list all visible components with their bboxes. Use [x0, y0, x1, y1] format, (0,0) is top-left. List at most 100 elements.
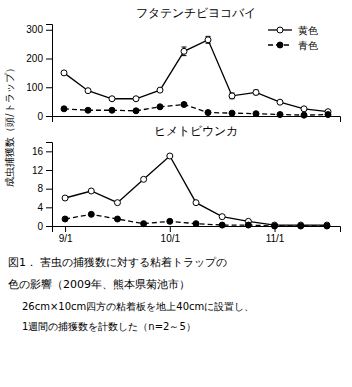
- y-tick-label: 12: [32, 165, 44, 176]
- point: [205, 37, 211, 43]
- point: [62, 216, 68, 222]
- title: フタテンチビヨコバイ: [136, 6, 256, 20]
- y-tick-mark: [46, 170, 52, 171]
- y-tick: 0: [37, 221, 52, 232]
- point: [167, 153, 173, 159]
- y-tick-label: 0: [37, 111, 43, 122]
- y-tick-mark: [46, 189, 52, 190]
- x-tick-label: 9/1: [59, 233, 73, 244]
- point: [219, 214, 225, 220]
- legend: 黄色青色: [268, 25, 318, 51]
- y-tick-label: 100: [26, 82, 43, 93]
- y-tick: 16: [32, 146, 52, 157]
- y-tick-mark: [46, 59, 52, 60]
- y-tick-label: 4: [37, 202, 43, 213]
- point: [301, 112, 307, 118]
- point: [157, 104, 163, 110]
- y-tick: 12: [32, 165, 52, 176]
- annotation: 図1． 害虫の捕獲数に対する粘着トラップの: [8, 256, 228, 269]
- x-tick-mark: [65, 226, 66, 232]
- x-axis: 9/1 10/1 11/1: [53, 226, 341, 244]
- point: [114, 216, 120, 222]
- legend-item: 青色: [268, 40, 318, 51]
- point: [324, 223, 330, 229]
- point: [141, 176, 147, 182]
- legend-label: 黄色: [298, 25, 318, 36]
- y-axis-line: [46, 25, 53, 117]
- point: [229, 110, 235, 116]
- y-tick: 100: [26, 82, 52, 93]
- marks: [62, 153, 330, 229]
- point: [245, 222, 251, 228]
- point: [109, 96, 115, 102]
- point: [325, 112, 331, 118]
- point: [181, 102, 187, 108]
- point: [133, 96, 139, 102]
- point: [253, 89, 259, 95]
- error-bar: [206, 36, 211, 43]
- point: [277, 112, 283, 118]
- point: [181, 48, 187, 54]
- point: [324, 222, 330, 228]
- error-bar: [230, 93, 235, 99]
- point: [61, 70, 67, 76]
- x-axis-line: [53, 227, 341, 233]
- annotation: 色の影響（2009年、熊本県菊池市）: [8, 278, 190, 291]
- point: [157, 87, 163, 93]
- point: [109, 107, 115, 113]
- y-tick-mark: [46, 30, 52, 31]
- point: [193, 200, 199, 206]
- y-tick: 300: [26, 24, 52, 35]
- x-axis: [53, 117, 341, 123]
- point: [85, 88, 91, 94]
- y-tick: 200: [26, 53, 52, 64]
- point: [277, 99, 283, 105]
- series-line: [64, 40, 328, 112]
- y-axis-line: [46, 143, 53, 227]
- y-axis: 0 100 200 300: [26, 24, 52, 121]
- x-tick-mark: [170, 226, 171, 232]
- point: [62, 195, 68, 201]
- legend-label: 青色: [298, 40, 318, 51]
- y-tick-label: 0: [37, 221, 43, 232]
- point: [272, 222, 278, 228]
- point: [88, 211, 94, 217]
- point: [205, 110, 211, 116]
- y-tick: 0: [37, 111, 52, 122]
- point: [114, 200, 120, 206]
- y-tick-mark: [46, 116, 52, 117]
- y-axis: 0 4 8 12 16: [32, 143, 53, 232]
- point: [219, 222, 225, 228]
- y-tick-label: 200: [26, 53, 43, 64]
- legend-marker: [277, 42, 283, 48]
- point: [301, 106, 307, 112]
- point: [85, 107, 91, 113]
- x-tick: 10/1: [161, 226, 181, 244]
- x-tick-label: 11/1: [266, 233, 285, 244]
- title: ヒメトビウンカ: [154, 124, 238, 138]
- plot: 0 4 8 12 16 9/1 10/1 11/1: [32, 143, 341, 245]
- y-tick-mark: [46, 207, 52, 208]
- marks: [61, 36, 331, 118]
- series-line: [64, 105, 328, 116]
- series: [62, 153, 330, 228]
- y-tick-label: 8: [37, 183, 43, 194]
- point: [253, 111, 259, 117]
- y-tick-label: 16: [32, 146, 44, 157]
- point: [88, 188, 94, 194]
- series: [62, 211, 330, 229]
- point: [193, 221, 199, 227]
- annotation: 26cm×10cm四方の粘着板を地上40cmに設置し、: [22, 301, 254, 312]
- point: [133, 108, 139, 114]
- y-axis-title: 成虫捕獲数（頭/トラップ）: [4, 63, 15, 186]
- y-tick-mark: [46, 87, 52, 88]
- point: [61, 106, 67, 112]
- point: [229, 93, 235, 99]
- series-line: [65, 214, 327, 226]
- point: [167, 218, 173, 224]
- annotation: 1週間の捕獲数を計数した（n=2～5）: [22, 321, 196, 332]
- point: [298, 222, 304, 228]
- legend-marker: [277, 27, 283, 33]
- plot: 0 100 200 300 黄色青色: [26, 24, 340, 122]
- series-line: [65, 156, 327, 225]
